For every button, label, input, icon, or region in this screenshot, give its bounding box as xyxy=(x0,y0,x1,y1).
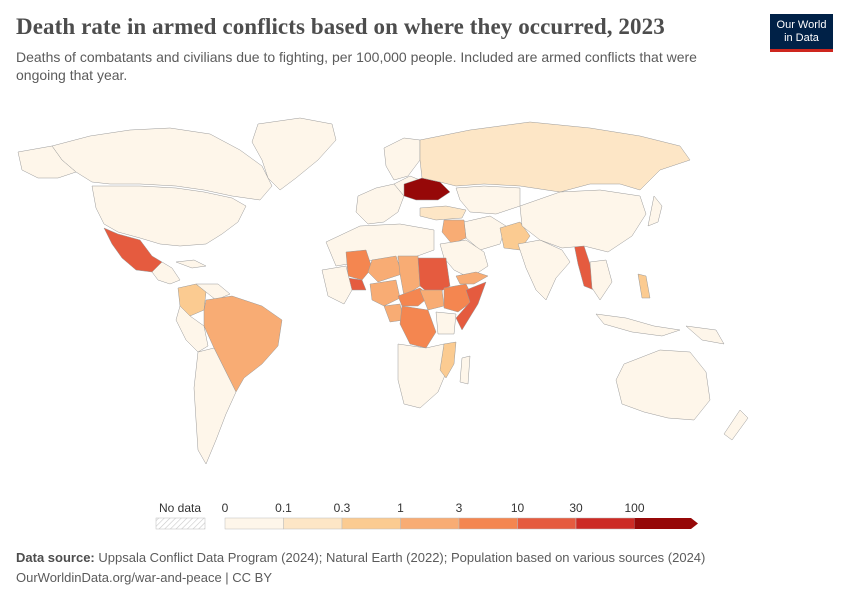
legend-bin-1[interactable] xyxy=(283,517,343,530)
region-turkey[interactable] xyxy=(419,205,467,221)
legend-no-data-label: No data xyxy=(159,501,201,515)
region-somalia[interactable] xyxy=(455,281,487,331)
chart-title: Death rate in armed conflicts based on w… xyxy=(16,14,665,39)
region-niger[interactable] xyxy=(367,255,403,283)
region-japan[interactable] xyxy=(647,195,663,227)
source-line: Data source: Uppsala Conflict Data Progr… xyxy=(16,550,705,565)
region-west-africa[interactable] xyxy=(321,265,353,305)
region-greenland[interactable] xyxy=(251,117,337,191)
logo-line-1: Our World xyxy=(776,19,827,31)
region-peru[interactable] xyxy=(175,305,209,353)
world-map[interactable] xyxy=(0,98,850,498)
legend-bin-4[interactable] xyxy=(458,517,518,530)
region-scandinavia[interactable] xyxy=(383,137,421,181)
legend-bin-6[interactable] xyxy=(575,517,635,530)
legend-bin-5[interactable] xyxy=(517,517,577,530)
region-russia[interactable] xyxy=(419,121,691,193)
region-canada[interactable] xyxy=(51,127,273,201)
legend-bin-3[interactable] xyxy=(400,517,460,530)
region-china[interactable] xyxy=(519,189,647,253)
region-nigeria[interactable] xyxy=(369,279,401,307)
owid-logo[interactable]: Our World in Data xyxy=(770,14,833,52)
logo-line-2: in Data xyxy=(784,32,819,44)
legend-tick-label: 0 xyxy=(222,501,229,515)
legend-tick-label: 1 xyxy=(397,501,404,515)
legend-no-data-swatch[interactable] xyxy=(155,517,206,530)
region-southern-cone[interactable] xyxy=(193,347,237,465)
region-indonesia[interactable] xyxy=(595,313,681,337)
color-legend: No data 0 0.1 0.3 1 3 10 30 100 xyxy=(155,501,699,530)
region-western-europe[interactable] xyxy=(355,183,405,225)
region-caribbean[interactable] xyxy=(175,259,207,269)
region-australia[interactable] xyxy=(615,349,711,421)
region-southern-africa[interactable] xyxy=(397,343,449,409)
region-yemen[interactable] xyxy=(455,271,489,285)
region-philippines[interactable] xyxy=(637,273,651,299)
legend-tick-label: 30 xyxy=(569,501,583,515)
source-url[interactable]: OurWorldinData.org/war-and-peace | CC BY xyxy=(16,570,273,585)
chart-subtitle: Deaths of combatants and civilians due t… xyxy=(16,49,697,83)
region-southeast-asia[interactable] xyxy=(589,259,613,301)
region-central-america[interactable] xyxy=(151,261,181,285)
region-dr-congo[interactable] xyxy=(399,305,437,349)
source-label: Data source: xyxy=(16,550,95,565)
legend-bin-7[interactable] xyxy=(634,518,699,529)
region-mozambique[interactable] xyxy=(439,341,457,379)
region-east-africa[interactable] xyxy=(435,311,457,335)
legend-bin-0[interactable] xyxy=(224,517,284,530)
legend-tick-label: 100 xyxy=(624,501,644,515)
region-new-zealand[interactable] xyxy=(723,409,749,441)
region-alaska[interactable] xyxy=(17,145,77,179)
region-united-states[interactable] xyxy=(91,185,247,247)
region-madagascar[interactable] xyxy=(459,355,471,385)
source-text: Uppsala Conflict Data Program (2024); Na… xyxy=(98,550,706,565)
region-venezuela[interactable] xyxy=(195,283,231,301)
region-kazakhstan[interactable] xyxy=(455,185,521,215)
legend-tick-label: 0.1 xyxy=(275,501,292,515)
region-papua[interactable] xyxy=(685,325,725,345)
legend-tick-label: 3 xyxy=(456,501,463,515)
legend-tick-label: 10 xyxy=(511,501,525,515)
legend-bin-2[interactable] xyxy=(341,517,401,530)
legend-tick-label: 0.3 xyxy=(334,501,351,515)
region-india[interactable] xyxy=(517,239,571,301)
